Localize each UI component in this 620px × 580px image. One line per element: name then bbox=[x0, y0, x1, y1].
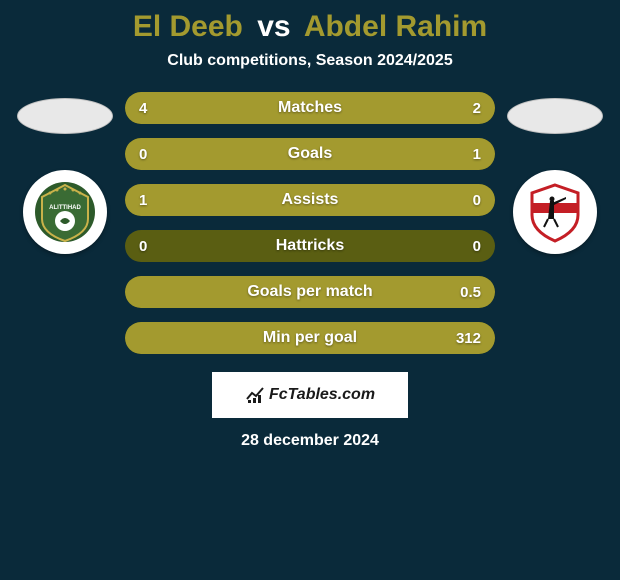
al-ittihad-crest-icon: ALITTIHAD bbox=[32, 179, 98, 245]
zamalek-crest-icon bbox=[522, 179, 588, 245]
comparison-row: ALITTIHAD 4Matches20Goals11Assists00Hatt… bbox=[0, 92, 620, 354]
stat-bar: 0Goals1 bbox=[125, 138, 495, 170]
svg-text:ALITTIHAD: ALITTIHAD bbox=[49, 205, 81, 211]
stat-label: Goals bbox=[125, 138, 495, 170]
stat-label: Min per goal bbox=[125, 322, 495, 354]
flag-left-icon bbox=[17, 98, 113, 134]
stat-value-right: 0 bbox=[473, 230, 481, 262]
team-left-col: ALITTIHAD bbox=[15, 92, 115, 254]
stat-bar: Min per goal312 bbox=[125, 322, 495, 354]
team-left-logo: ALITTIHAD bbox=[23, 170, 107, 254]
page-title: El Deeb vs Abdel Rahim bbox=[0, 10, 620, 44]
stat-bars: 4Matches20Goals11Assists00Hattricks0Goal… bbox=[125, 92, 495, 354]
team-right-col bbox=[505, 92, 605, 254]
vs-label: vs bbox=[257, 10, 290, 43]
brand-text: FcTables.com bbox=[269, 386, 375, 404]
player-right-name: Abdel Rahim bbox=[304, 10, 487, 43]
player-left-name: El Deeb bbox=[133, 10, 243, 43]
footer-date: 28 december 2024 bbox=[0, 432, 620, 450]
stat-label: Matches bbox=[125, 92, 495, 124]
stat-label: Assists bbox=[125, 184, 495, 216]
stat-value-right: 1 bbox=[473, 138, 481, 170]
subtitle: Club competitions, Season 2024/2025 bbox=[0, 52, 620, 70]
chart-icon bbox=[245, 385, 265, 405]
stat-label: Goals per match bbox=[125, 276, 495, 308]
stat-bar: 4Matches2 bbox=[125, 92, 495, 124]
stat-bar: Goals per match0.5 bbox=[125, 276, 495, 308]
flag-right-icon bbox=[507, 98, 603, 134]
stat-value-right: 312 bbox=[456, 322, 481, 354]
stat-bar: 0Hattricks0 bbox=[125, 230, 495, 262]
team-right-logo bbox=[513, 170, 597, 254]
stat-label: Hattricks bbox=[125, 230, 495, 262]
stat-value-right: 0.5 bbox=[460, 276, 481, 308]
stat-bar: 1Assists0 bbox=[125, 184, 495, 216]
brand-box: FcTables.com bbox=[212, 372, 408, 418]
stat-value-right: 0 bbox=[473, 184, 481, 216]
stat-value-right: 2 bbox=[473, 92, 481, 124]
